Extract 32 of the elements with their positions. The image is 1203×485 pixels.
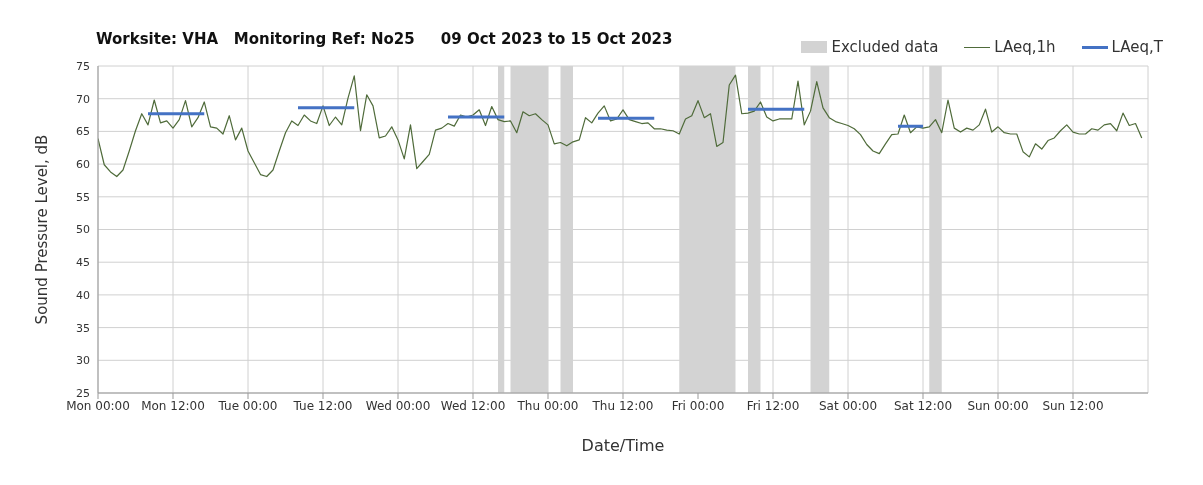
y-tick-label: 25: [76, 386, 90, 400]
x-tick-label: Thu 12:00: [591, 398, 654, 413]
x-axis-title: Date/Time: [581, 436, 665, 455]
x-tick-label: Fri 12:00: [746, 398, 800, 413]
x-tick-label: Wed 00:00: [365, 398, 431, 413]
y-tick-label: 45: [76, 256, 90, 270]
x-tick-label: Fri 00:00: [671, 398, 725, 413]
x-tick-label: Tue 12:00: [292, 398, 353, 413]
x-tick-label: Sun 12:00: [1042, 398, 1104, 413]
line-series: [98, 74, 1143, 178]
chart-title: Worksite: VHA Monitoring Ref: No25 09 Oct 2023 to 15 Oct 2023: [96, 30, 673, 48]
y-tick-label: 40: [76, 288, 90, 302]
y-tick-label: 65: [76, 125, 90, 139]
y-tick-label: 55: [76, 190, 90, 204]
x-tick-label: Mon 00:00: [66, 398, 130, 413]
x-tick-label: Wed 12:00: [440, 398, 506, 413]
legend-label: Excluded data: [831, 38, 939, 56]
x-tick-label: Thu 00:00: [516, 398, 579, 413]
x-tick-label: Sun 00:00: [967, 398, 1029, 413]
x-tick-label: Mon 12:00: [141, 398, 205, 413]
legend-label: LAeq,T: [1111, 38, 1163, 56]
legend-label: LAeq,1h: [994, 38, 1056, 56]
x-tick-label: Sat 00:00: [818, 398, 878, 413]
y-axis-title: Sound Pressure Level, dB: [33, 134, 52, 325]
y-tick-label: 60: [76, 158, 90, 172]
y-tick-label: 75: [76, 59, 90, 73]
y-tick-label: 30: [76, 354, 90, 368]
x-tick-label: Tue 00:00: [217, 398, 278, 413]
y-tick-label: 35: [76, 321, 90, 335]
x-tick-label: Sat 12:00: [893, 398, 953, 413]
y-tick-label: 70: [76, 92, 90, 106]
y-tick-label: 50: [76, 223, 90, 237]
